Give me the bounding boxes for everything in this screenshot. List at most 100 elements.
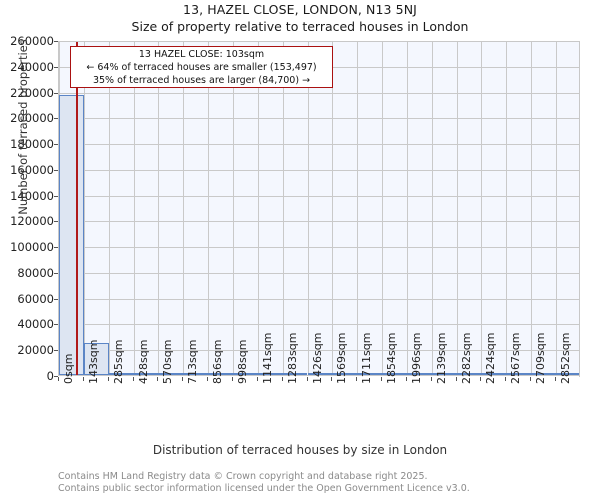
page-title: 13, HAZEL CLOSE, LONDON, N13 5NJ [183, 2, 417, 17]
y-axis-tick-label: 40000 [17, 317, 54, 332]
gridline-vertical [407, 41, 408, 375]
y-axis-tick-label: 120000 [10, 214, 54, 229]
y-axis-tick-label: 180000 [10, 137, 54, 152]
gridline-vertical [258, 41, 259, 375]
y-axis-tick-label: 240000 [10, 59, 54, 74]
gridline-vertical [283, 41, 284, 375]
x-axis-tick-mark [207, 377, 208, 381]
histogram-bar [59, 95, 84, 375]
x-axis-tick-mark [356, 377, 357, 381]
histogram-bar [456, 373, 482, 375]
property-marker-line [75, 41, 78, 375]
gridline-horizontal [59, 221, 580, 222]
gridline-horizontal [59, 118, 580, 119]
x-axis-tick-mark [83, 377, 84, 381]
x-axis-tick-label: 713sqm [186, 339, 200, 384]
x-axis-tick-label: 1283sqm [285, 332, 299, 384]
y-axis-title: Number of terraced properties [16, 39, 30, 215]
x-axis-tick-label: 2424sqm [484, 332, 498, 384]
y-axis-tick-label: 200000 [10, 111, 54, 126]
gridline-vertical [109, 41, 110, 375]
y-axis-tick-mark [54, 67, 58, 68]
x-axis-tick-label: 428sqm [136, 339, 150, 384]
footer-line-2: Contains public sector information licen… [58, 482, 470, 494]
y-axis-tick-label: 260000 [10, 34, 54, 48]
y-axis-tick-label: 100000 [10, 240, 54, 255]
y-axis-tick-mark [54, 118, 58, 119]
gridline-horizontal [59, 299, 580, 300]
x-axis-tick-label: 285sqm [111, 339, 125, 384]
histogram-bar [531, 373, 556, 375]
histogram-bar [332, 373, 358, 375]
y-axis-tick-mark [54, 41, 58, 42]
x-axis-tick-mark [406, 377, 407, 381]
footer-line-1: Contains HM Land Registry data © Crown c… [58, 471, 428, 482]
footer-attribution: Contains HM Land Registry data © Crown c… [58, 471, 470, 494]
y-axis-tick-mark [54, 170, 58, 171]
gridline-vertical [183, 41, 184, 375]
gridline-vertical [332, 41, 333, 375]
annotation-line-3: 35% of terraced houses are larger (84,70… [92, 75, 311, 86]
gridline-horizontal [59, 273, 580, 274]
gridline-vertical [308, 41, 309, 375]
gridline-vertical [84, 41, 85, 375]
histogram-bar [232, 373, 258, 375]
x-axis-tick-mark [456, 377, 457, 381]
x-axis-title: Distribution of terraced houses by size … [152, 443, 448, 457]
y-axis-tick-mark [54, 221, 58, 222]
gridline-horizontal [59, 170, 580, 171]
y-axis-tick-label: 220000 [10, 85, 54, 100]
x-axis-tick-mark [431, 377, 432, 381]
y-axis-tick-mark [54, 247, 58, 248]
x-axis-tick-label: 0sqm [62, 353, 75, 384]
gridline-vertical [382, 41, 383, 375]
histogram-bar [406, 373, 432, 375]
x-axis-tick-label: 1569sqm [335, 332, 349, 384]
x-axis-tick-label: 998sqm [235, 339, 249, 384]
x-axis-tick-mark [58, 377, 59, 381]
x-axis-tick-mark [182, 377, 183, 381]
gridline-horizontal [59, 324, 580, 325]
histogram-bar [357, 373, 383, 375]
x-axis-tick-mark [232, 377, 233, 381]
plot-area [58, 41, 580, 376]
x-axis-tick-mark [530, 377, 531, 381]
histogram-bar [108, 373, 134, 375]
gridline-horizontal [59, 93, 580, 94]
y-axis-tick-mark [54, 273, 58, 274]
histogram-bar [183, 373, 209, 375]
x-axis-tick-mark [133, 377, 134, 381]
y-axis-tick-label: 140000 [10, 188, 54, 203]
x-axis-tick-mark [108, 377, 109, 381]
x-axis-tick-label: 1426sqm [310, 332, 324, 384]
annotation-line-2: ← 64% of terraced houses are smaller (15… [86, 62, 317, 73]
y-axis-tick-mark [54, 144, 58, 145]
x-axis-tick-mark [282, 377, 283, 381]
gridline-vertical [432, 41, 433, 375]
gridline-vertical [531, 41, 532, 375]
x-axis-tick-label: 1711sqm [360, 332, 374, 384]
x-axis-tick-mark [505, 377, 506, 381]
gridline-vertical [357, 41, 358, 375]
y-axis-tick-mark [54, 350, 58, 351]
gridline-vertical [457, 41, 458, 375]
gridline-horizontal [59, 350, 580, 351]
x-axis-tick-label: 2282sqm [459, 332, 473, 384]
y-axis-tick-mark [54, 196, 58, 197]
histogram-bar [257, 373, 283, 375]
x-axis-tick-mark [257, 377, 258, 381]
chart-subtitle: Size of property relative to terraced ho… [131, 19, 469, 34]
gridline-vertical [134, 41, 135, 375]
x-axis-tick-mark [157, 377, 158, 381]
histogram-bar [506, 373, 532, 375]
x-axis-tick-mark [331, 377, 332, 381]
x-axis-tick-mark [307, 377, 308, 381]
x-axis-tick-label: 2139sqm [434, 332, 448, 384]
plot-frame-top [58, 41, 580, 42]
histogram-bar [158, 373, 184, 375]
x-axis-tick-label: 570sqm [161, 339, 175, 384]
x-axis-tick-label: 1854sqm [385, 332, 399, 384]
gridline-horizontal [59, 247, 580, 248]
y-axis-tick-label: 80000 [17, 265, 54, 280]
gridline-vertical [233, 41, 234, 375]
